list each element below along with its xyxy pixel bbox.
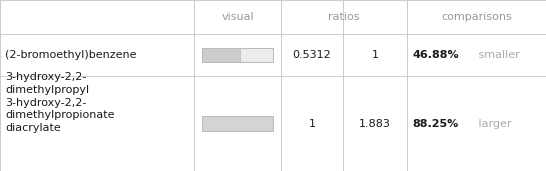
Text: ratios: ratios [328,12,360,22]
Text: 0.5312: 0.5312 [293,50,331,60]
Text: visual: visual [221,12,254,22]
Bar [202,48,240,62]
Bar [240,48,273,62]
Text: 46.88%: 46.88% [412,50,459,60]
Text: 1: 1 [371,50,378,60]
Bar [202,48,273,62]
Text: 88.25%: 88.25% [412,119,459,129]
Text: smaller: smaller [475,50,520,60]
Text: 3-hydroxy-2,2-
dimethylpropyl
3-hydroxy-2,2-
dimethylpropionate
diacrylate: 3-hydroxy-2,2- dimethylpropyl 3-hydroxy-… [5,72,115,133]
Bar [202,116,273,131]
Text: 1: 1 [308,119,316,129]
Text: (2-bromoethyl)benzene: (2-bromoethyl)benzene [5,50,137,60]
Text: larger: larger [474,119,511,129]
Text: 1.883: 1.883 [359,119,391,129]
Text: comparisons: comparisons [441,12,512,22]
